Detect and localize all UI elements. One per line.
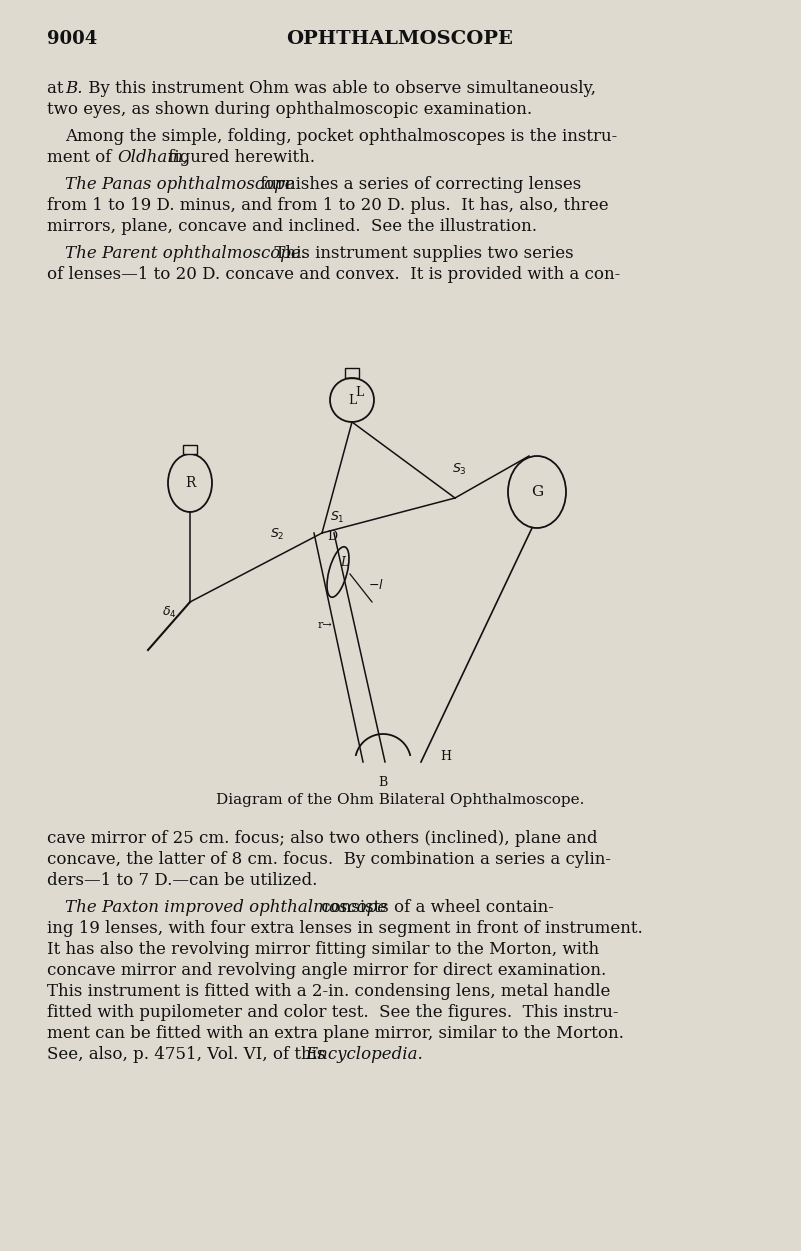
Text: $\delta_4$: $\delta_4$ (162, 605, 177, 620)
Bar (183, 445, 197, 454)
Text: B.: B. (65, 80, 83, 98)
Text: L: L (355, 387, 363, 399)
Text: of lenses—1 to 20 D. concave and convex.  It is provided with a con-: of lenses—1 to 20 D. concave and convex.… (47, 266, 620, 283)
Text: See, also, p. 4751, Vol. VI, of this: See, also, p. 4751, Vol. VI, of this (47, 1046, 331, 1063)
Text: ing 19 lenses, with four extra lenses in segment in front of instrument.: ing 19 lenses, with four extra lenses in… (47, 919, 642, 937)
Text: B: B (378, 776, 388, 789)
Bar (345, 368, 359, 378)
Text: ment can be fitted with an extra plane mirror, similar to the Morton.: ment can be fitted with an extra plane m… (47, 1025, 624, 1042)
Text: G: G (531, 485, 543, 499)
Text: consists of a wheel contain-: consists of a wheel contain- (316, 899, 553, 916)
Text: furnishes a series of correcting lenses: furnishes a series of correcting lenses (255, 176, 582, 193)
Text: mirrors, plane, concave and inclined.  See the illustration.: mirrors, plane, concave and inclined. Se… (47, 218, 537, 235)
Text: H: H (440, 751, 451, 763)
Text: figured herewith.: figured herewith. (163, 149, 315, 166)
Text: $S_1$: $S_1$ (330, 510, 344, 525)
Text: concave, the latter of 8 cm. focus.  By combination a series a cylin-: concave, the latter of 8 cm. focus. By c… (47, 851, 611, 868)
Text: $S_3$: $S_3$ (452, 462, 467, 477)
Text: The Paxton improved ophthalmoscope: The Paxton improved ophthalmoscope (65, 899, 387, 916)
Text: The Panas ophthalmoscope: The Panas ophthalmoscope (65, 176, 295, 193)
Text: $S_2$: $S_2$ (270, 527, 284, 542)
Text: This instrument supplies two series: This instrument supplies two series (264, 245, 574, 261)
Text: fitted with pupilometer and color test.  See the figures.  This instru-: fitted with pupilometer and color test. … (47, 1005, 618, 1021)
Text: Oldham,: Oldham, (117, 149, 188, 166)
Text: 9004: 9004 (47, 30, 97, 48)
Text: Encyclopedia.: Encyclopedia. (305, 1046, 423, 1063)
Text: ders—1 to 7 D.—can be utilized.: ders—1 to 7 D.—can be utilized. (47, 872, 317, 889)
Text: D: D (327, 530, 337, 543)
Text: R: R (185, 475, 195, 490)
Text: from 1 to 19 D. minus, and from 1 to 20 D. plus.  It has, also, three: from 1 to 19 D. minus, and from 1 to 20 … (47, 196, 609, 214)
Text: two eyes, as shown during ophthalmoscopic examination.: two eyes, as shown during ophthalmoscopi… (47, 101, 532, 118)
Text: By this instrument Ohm was able to observe simultaneously,: By this instrument Ohm was able to obser… (83, 80, 596, 98)
Text: L: L (340, 555, 348, 569)
Text: OPHTHALMOSCOPE: OPHTHALMOSCOPE (287, 30, 513, 48)
Text: The Parent ophthalmoscope.: The Parent ophthalmoscope. (65, 245, 306, 261)
Text: concave mirror and revolving angle mirror for direct examination.: concave mirror and revolving angle mirro… (47, 962, 606, 980)
Text: $-l$: $-l$ (368, 578, 384, 592)
Text: cave mirror of 25 cm. focus; also two others (inclined), plane and: cave mirror of 25 cm. focus; also two ot… (47, 829, 598, 847)
Text: r→: r→ (318, 620, 332, 631)
Text: It has also the revolving mirror fitting similar to the Morton, with: It has also the revolving mirror fitting… (47, 941, 599, 958)
Text: at: at (47, 80, 69, 98)
Text: L: L (348, 394, 356, 407)
Text: Among the simple, folding, pocket ophthalmoscopes is the instru-: Among the simple, folding, pocket ophtha… (65, 128, 618, 145)
Text: This instrument is fitted with a 2-in. condensing lens, metal handle: This instrument is fitted with a 2-in. c… (47, 983, 610, 1000)
Text: Diagram of the Ohm Bilateral Ophthalmoscope.: Diagram of the Ohm Bilateral Ophthalmosc… (215, 793, 584, 807)
Text: ment of: ment of (47, 149, 117, 166)
